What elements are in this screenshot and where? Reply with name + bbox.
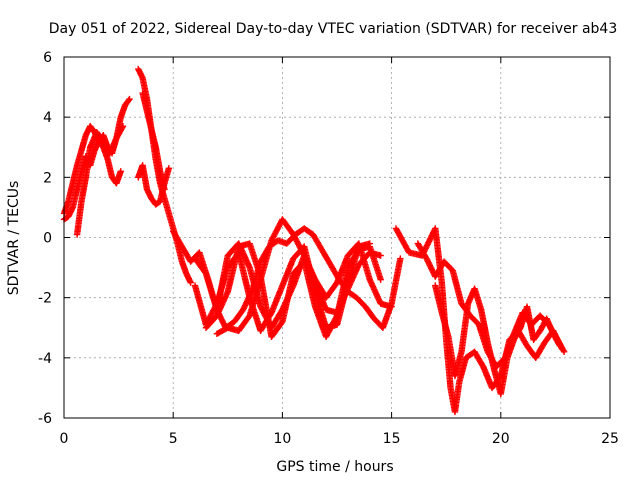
tick-labels: 0 5 10 15 20 25 -6 -4 -2 0 2 4 6 [38, 50, 619, 447]
y-tick-label: 2 [43, 170, 52, 186]
x-tick-label: 20 [492, 431, 510, 447]
x-tick-label: 15 [383, 431, 401, 447]
y-tick-label: -6 [38, 411, 52, 427]
x-tick-label: 25 [601, 431, 619, 447]
data-point [119, 122, 127, 130]
data-point [125, 97, 132, 104]
x-tick-label: 0 [60, 431, 69, 447]
data-point [397, 255, 404, 262]
y-tick-label: -4 [38, 351, 52, 367]
data-layer [60, 65, 568, 416]
data-point [388, 303, 395, 310]
data-point [165, 165, 173, 172]
series-trace-j [202, 240, 384, 340]
y-tick-label: 0 [43, 231, 52, 247]
data-point [560, 348, 568, 356]
x-axis-label: GPS time / hours [276, 459, 393, 475]
plot-border [63, 56, 611, 419]
y-tick-label: 4 [43, 110, 52, 126]
series-trace-n [414, 240, 568, 371]
data-point [161, 186, 168, 193]
grid [64, 57, 610, 418]
data-point [117, 168, 124, 175]
data-point [560, 347, 567, 354]
data-point [333, 313, 340, 321]
y-tick-label: -2 [38, 291, 52, 307]
data-point [377, 276, 384, 283]
data-point [187, 279, 194, 286]
chart-title: Day 051 of 2022, Sidereal Day-to-day VTE… [49, 21, 618, 37]
y-tick-label: 6 [43, 50, 52, 66]
y-axis-label: SDTVAR / TECUs [6, 181, 22, 296]
series-trace-c [73, 122, 127, 238]
series-trace-f [139, 89, 168, 193]
data-point [377, 252, 384, 259]
data-point [119, 124, 126, 131]
data-point [212, 301, 220, 309]
x-tick-label: 10 [273, 431, 291, 447]
series-trace-k [213, 216, 395, 337]
data-point [126, 95, 133, 103]
x-tick-label: 5 [169, 431, 178, 447]
